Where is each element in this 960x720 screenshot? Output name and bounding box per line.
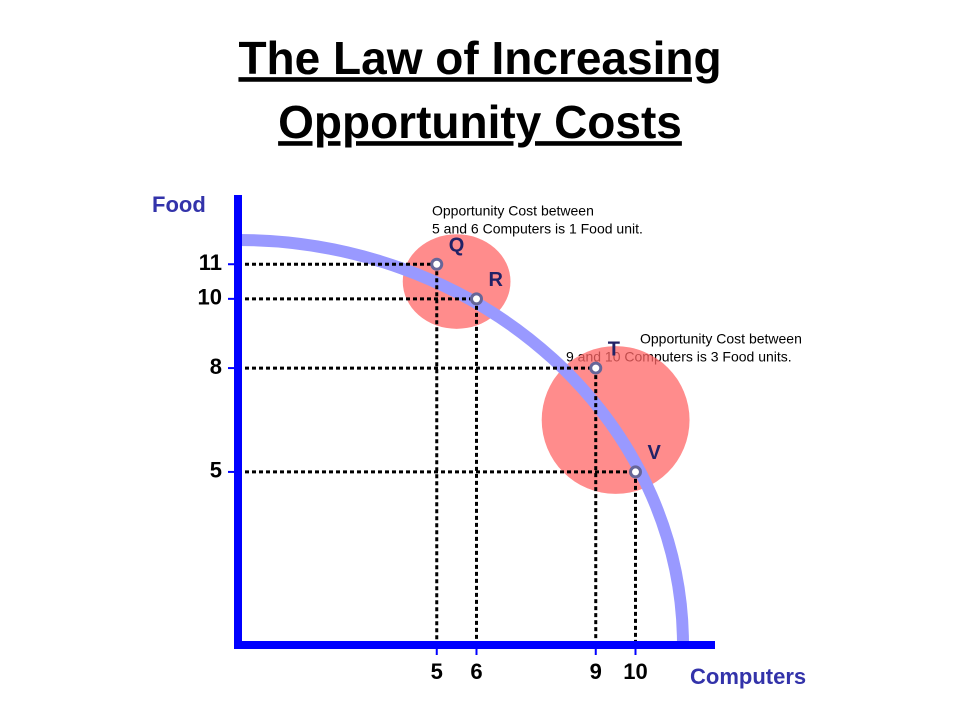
x-tick-label: 9: [590, 659, 602, 684]
y-tick-label: 11: [199, 250, 222, 275]
point: [470, 292, 483, 306]
annotation: Opportunity Cost between: [432, 203, 594, 219]
chart-title: Opportunity Costs: [278, 96, 682, 148]
chart-title: The Law of Increasing: [238, 32, 721, 84]
y-tick-label: 8: [210, 354, 222, 379]
point-label: V: [648, 442, 662, 464]
x-tick-label: 6: [470, 659, 482, 684]
point: [629, 465, 642, 479]
point: [589, 361, 603, 375]
point: [430, 257, 444, 271]
y-tick-label: 5: [210, 458, 222, 483]
ppf-curve: [237, 234, 689, 646]
point-label: T: [608, 338, 620, 360]
point-label: R: [489, 269, 504, 291]
x-tick-label: 10: [623, 659, 647, 684]
point-label: Q: [449, 235, 465, 257]
x-tick-label: 5: [431, 659, 443, 684]
y-axis-label: Food: [152, 192, 206, 217]
y-tick-label: 10: [198, 285, 222, 310]
x-axis-label: Computers: [690, 664, 806, 689]
annotation: Opportunity Cost between: [640, 331, 802, 347]
annotation: 5 and 6 Computers is 1 Food unit.: [432, 221, 643, 237]
